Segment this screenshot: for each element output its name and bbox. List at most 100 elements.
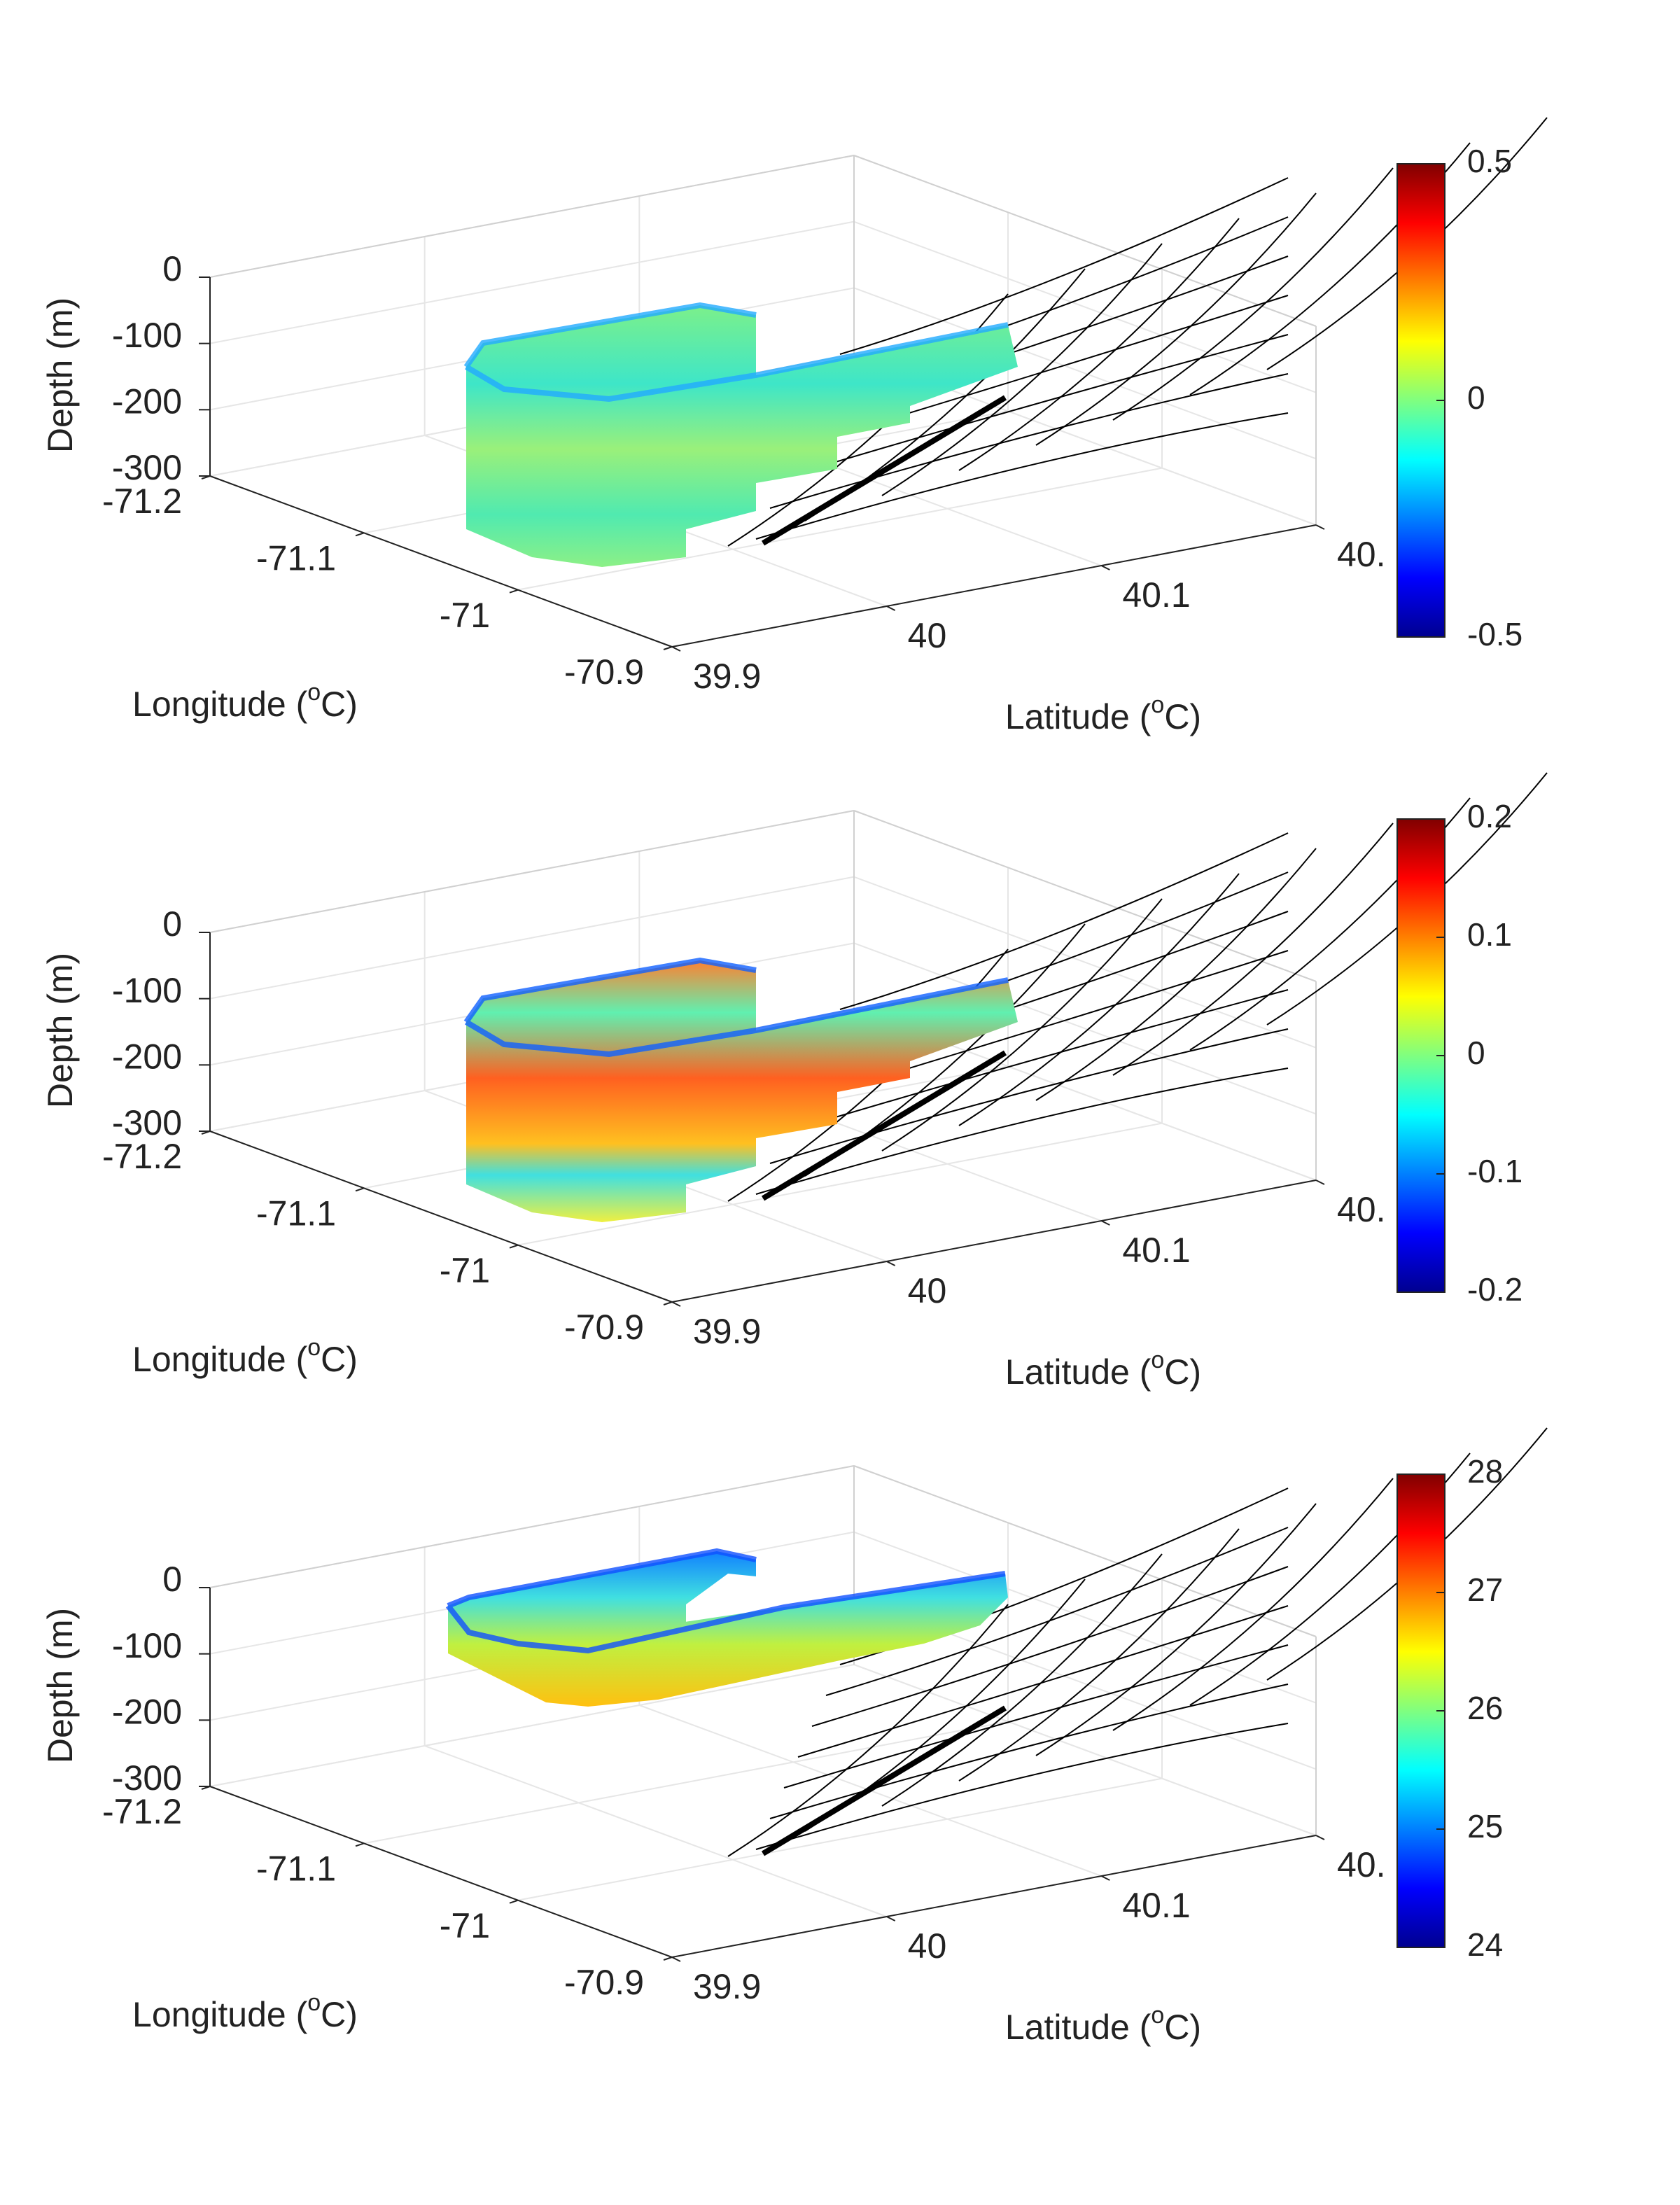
colorbar: -0.2 -0.1 0 0.1 0.2 — [1396, 798, 1522, 1308]
colorbar-tick-label: -0.5 — [1467, 616, 1522, 652]
y-tick — [671, 646, 681, 652]
ylabel-label: Latitude (oC) — [1005, 2002, 1201, 2047]
colorbar-tick-label: -0.2 — [1467, 1271, 1522, 1308]
x-tick — [355, 532, 365, 537]
mesh-line — [769, 1028, 1289, 1164]
x-tick-label: -71 — [440, 1906, 490, 1945]
z-tick-label: -100 — [112, 316, 182, 355]
grid-line — [853, 287, 1317, 460]
colorbar-tick-label: 26 — [1467, 1690, 1503, 1726]
z-tick-label: -100 — [112, 1626, 182, 1665]
mesh-line — [811, 1566, 1289, 1727]
x-axis — [209, 475, 673, 648]
mesh-line — [839, 177, 1289, 355]
mesh-line — [783, 334, 1289, 478]
z-tick-label: 0 — [162, 1560, 182, 1599]
mesh-thick — [761, 1050, 1007, 1201]
mesh-line — [783, 989, 1289, 1133]
grid-line — [853, 1531, 1317, 1704]
panels: -300 -200 -100 0 -71.2 -71.1 -71 -70.9 39.9 40 40.… — [41, 117, 1548, 2047]
mesh-line — [755, 1723, 1289, 1850]
y-tick-label: 40.1 — [1122, 1231, 1190, 1270]
label-part: o — [307, 679, 321, 706]
z-axis-label: Depth (m) — [41, 1608, 80, 1763]
grid-line — [853, 220, 1317, 393]
mesh-thick — [761, 1705, 1007, 1856]
xlabel-label: Longitude (oC) — [132, 1989, 358, 2034]
y-tick — [1100, 1875, 1110, 1881]
z-tick-label: 0 — [162, 249, 182, 288]
y-tick-label: 40. — [1337, 1845, 1386, 1884]
y-tick — [886, 1916, 896, 1921]
y-tick-label: 40 — [908, 616, 947, 655]
box-edge — [853, 155, 1317, 327]
surface-section — [466, 305, 1018, 567]
mesh-line — [783, 1644, 1289, 1788]
panel: -300 -200 -100 0 -71.2 -71.1 -71 -70.9 39.9 40 40.… — [41, 1427, 1548, 2047]
y-tick-label: 40. — [1337, 1190, 1386, 1229]
label-part: o — [307, 1989, 321, 2016]
z-axis-label: Depth (m) — [41, 298, 80, 453]
mesh-line — [769, 373, 1289, 509]
x-tick — [201, 1130, 211, 1135]
label-part: C) — [321, 1995, 358, 2034]
surface-edge — [463, 957, 1009, 1058]
x-tick-label: -71.1 — [256, 539, 336, 578]
mesh-line — [839, 832, 1289, 1010]
x-tick-label: -71.1 — [256, 1194, 336, 1233]
y-tick-label: 40. — [1337, 535, 1386, 574]
x-tick — [663, 646, 673, 650]
box-edge — [853, 810, 1317, 982]
label-part: o — [1151, 1347, 1164, 1373]
grid-line — [517, 467, 1163, 591]
label-part: Latitude ( — [1005, 697, 1152, 736]
x-tick — [509, 589, 519, 594]
xlabel-label: Longitude (oC) — [132, 1334, 358, 1379]
y-tick-label: 39.9 — [693, 1312, 761, 1351]
mesh-line — [755, 1068, 1289, 1195]
label-part: C) — [1164, 2008, 1201, 2047]
y-tick-label: 40.1 — [1122, 575, 1190, 615]
panel: -300 -200 -100 0 -71.2 -71.1 -71 -70.9 39.9 40 40.… — [41, 117, 1548, 736]
mesh-line — [958, 873, 1240, 1126]
colorbar-tick-label: 0 — [1467, 379, 1485, 416]
colorbar-tick-label: 28 — [1467, 1453, 1503, 1490]
y-axis — [671, 1835, 1317, 1958]
label-part: C) — [1164, 697, 1201, 736]
mesh-line — [958, 218, 1240, 471]
y-tick — [1315, 524, 1325, 530]
mesh-thick — [761, 395, 1007, 546]
x-tick — [509, 1899, 519, 1904]
ylabel-label: Latitude (oC) — [1005, 1347, 1201, 1392]
box-edge — [209, 155, 855, 278]
label-part: C) — [321, 1340, 358, 1379]
z-tick-label: -200 — [112, 1037, 182, 1077]
x-tick-label: -71 — [440, 596, 490, 635]
mesh-line — [727, 1604, 1009, 1857]
y-tick — [886, 1261, 896, 1266]
mesh-line — [881, 1553, 1163, 1807]
z-axis-label: Depth (m) — [41, 953, 80, 1108]
colorbar-tick-label: 0.1 — [1467, 916, 1512, 953]
x-tick — [355, 1842, 365, 1847]
y-tick-label: 39.9 — [693, 657, 761, 696]
label-part: C) — [1164, 1352, 1201, 1392]
y-tick-label: 40 — [908, 1926, 947, 1966]
mesh-line — [1112, 1478, 1394, 1731]
x-axis — [209, 1786, 673, 1958]
y-tick — [1100, 565, 1110, 570]
surface-section — [466, 960, 1018, 1222]
colorbar-tick-label: 0.2 — [1467, 798, 1512, 834]
label-part: o — [307, 1334, 321, 1361]
label-part: Latitude ( — [1005, 2008, 1152, 2047]
colorbar-tick-label: 27 — [1467, 1572, 1503, 1608]
x-tick — [509, 1244, 519, 1249]
grid-line — [853, 1664, 1317, 1836]
mesh-line — [881, 898, 1163, 1152]
colorbar-tick-label: 0 — [1467, 1035, 1485, 1071]
x-tick-label: -71.2 — [102, 1792, 182, 1831]
y-tick — [1315, 1180, 1325, 1185]
surface — [445, 1548, 1008, 1707]
mesh-line — [881, 243, 1163, 496]
